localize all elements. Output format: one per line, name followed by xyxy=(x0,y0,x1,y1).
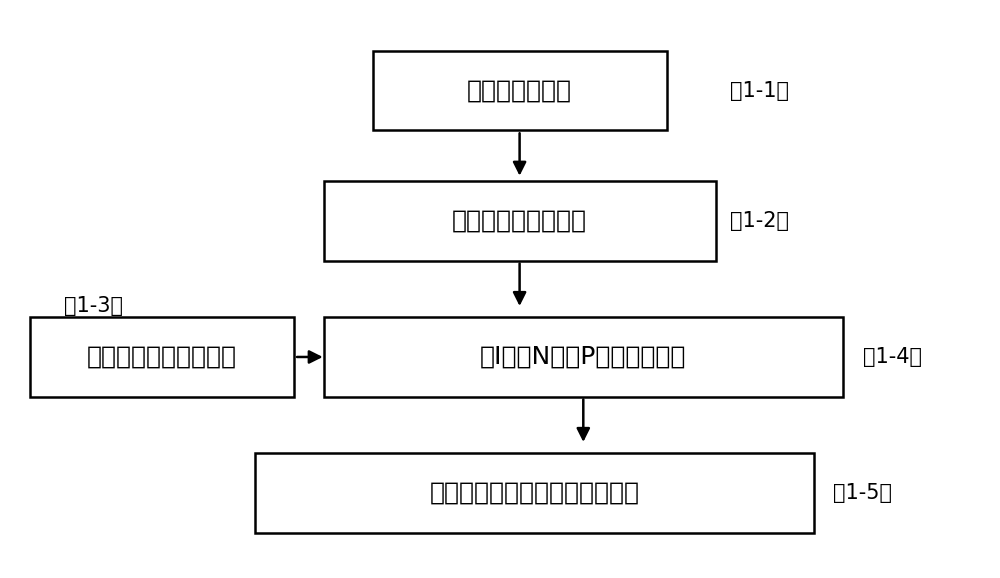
Text: 椭园偏振光谱实时监控: 椭园偏振光谱实时监控 xyxy=(87,345,237,369)
Bar xyxy=(255,453,814,532)
Text: （1-1）: （1-1） xyxy=(730,81,789,101)
Bar xyxy=(324,317,843,397)
Bar xyxy=(324,181,716,261)
Text: （1-3）: （1-3） xyxy=(64,296,123,316)
Text: 制背电极及退火处理: 制背电极及退火处理 xyxy=(452,209,587,233)
Bar xyxy=(30,317,294,397)
Text: （1-2）: （1-2） xyxy=(730,211,789,231)
Text: （1-4）: （1-4） xyxy=(863,347,922,367)
Text: （1-5）: （1-5） xyxy=(833,483,892,503)
Text: 制透明导电膜和上电极（删极）: 制透明导电膜和上电极（删极） xyxy=(429,481,639,505)
Bar xyxy=(373,51,667,131)
Text: 制I层、N层、P层纳米硅薄膜: 制I层、N层、P层纳米硅薄膜 xyxy=(480,345,686,369)
Text: 样品清洗和制绒: 样品清洗和制绒 xyxy=(467,79,572,103)
